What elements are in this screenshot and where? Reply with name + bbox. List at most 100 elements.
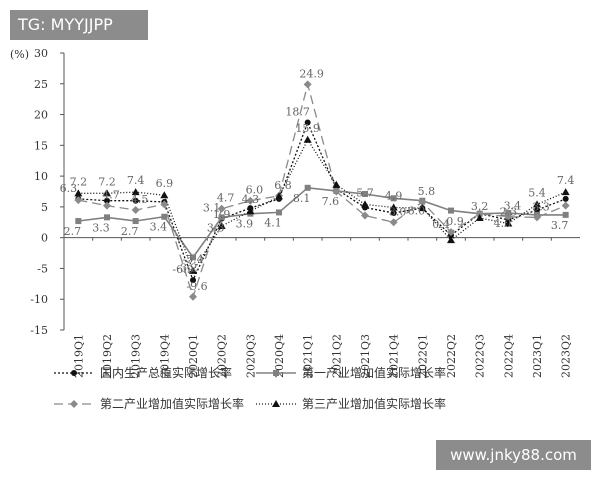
y-tick-label: 30 (34, 47, 48, 60)
data-label: 3.7 (551, 219, 569, 232)
data-point (418, 204, 427, 212)
data-point (418, 197, 427, 206)
data-point (303, 135, 312, 143)
x-tick-label: 2022Q3 (474, 334, 487, 378)
y-tick-label: 0 (41, 232, 48, 245)
data-point (160, 200, 169, 209)
legend-marker (71, 370, 77, 376)
legend-label: 第一产业增加值实际增长率 (302, 365, 446, 380)
data-point (104, 197, 110, 204)
data-label: 1.9 (213, 208, 231, 221)
data-point (246, 196, 255, 205)
data-point (361, 211, 369, 220)
data-point (218, 214, 225, 221)
x-tick-label: 2022Q2 (445, 334, 458, 378)
x-tick-label: 2020Q3 (244, 334, 257, 378)
data-label: -5.4 (182, 253, 203, 266)
data-point (390, 195, 397, 202)
x-tick-label: 2019Q3 (130, 334, 143, 378)
data-label: 3.3 (532, 200, 550, 213)
x-tick-label: 2020Q4 (273, 334, 286, 378)
data-point (562, 195, 569, 202)
data-label: 7.6 (322, 195, 340, 208)
x-tick-label: 2020Q1 (187, 334, 200, 378)
y-tick-label: -10 (30, 293, 48, 306)
data-point (190, 254, 196, 261)
data-label: 7.4 (127, 174, 145, 187)
y-tick-label: 15 (34, 139, 48, 152)
y-tick-label: 10 (34, 170, 48, 183)
x-tick-label: 2023Q1 (531, 334, 544, 378)
data-label: -9.6 (186, 280, 207, 293)
x-tick-label: 2021Q4 (388, 334, 401, 378)
data-point (131, 188, 140, 196)
x-tick-label: 2023Q2 (560, 334, 573, 378)
data-label: 4.9 (385, 190, 403, 203)
data-point (448, 207, 454, 214)
data-label: 6.0 (408, 205, 426, 218)
data-point (475, 209, 484, 218)
y-tick-label: -15 (30, 324, 48, 337)
series-layer (74, 80, 570, 301)
data-point (160, 191, 169, 199)
data-point (389, 218, 398, 227)
legend-marker (70, 400, 78, 408)
data-label: 6.8 (274, 179, 292, 192)
data-label: 7.2 (70, 175, 88, 188)
data-point (74, 196, 83, 205)
data-label: 2.7 (121, 225, 139, 238)
data-point (562, 211, 569, 218)
x-tick-label: 2021Q3 (359, 334, 372, 378)
data-point (103, 189, 111, 197)
legend-label: 国内生产总值实际增长率 (100, 365, 232, 380)
data-label: 3.0 (389, 205, 407, 218)
data-label: 7.4 (557, 174, 575, 187)
data-label: 18.7 (285, 106, 310, 119)
data-point (533, 200, 541, 208)
data-point (390, 210, 397, 217)
data-label: 2.3 (500, 206, 518, 219)
data-point (504, 219, 513, 227)
data-point (304, 184, 311, 191)
data-point (304, 119, 311, 126)
data-point (361, 200, 369, 208)
data-label: 3.1 (203, 202, 221, 215)
x-tick-label: 2020Q2 (216, 334, 229, 378)
data-point (161, 213, 168, 220)
data-point (104, 214, 110, 221)
series-line (78, 138, 566, 273)
data-point (275, 192, 283, 200)
data-point (561, 188, 570, 196)
data-point (246, 207, 255, 215)
chart-axes: (%) -15 -10 -5 0 5 10 15 20 25 30 2019Q1 2019Q2 2019Q… (10, 47, 580, 378)
y-axis-label: (%) (10, 48, 29, 61)
data-label: 7.2 (98, 175, 116, 188)
data-point (217, 204, 226, 213)
x-tick-label: 2019Q2 (101, 334, 114, 378)
data-label: 3.3 (92, 221, 110, 234)
legend-label: 第二产业增加值实际增长率 (100, 396, 244, 411)
x-tick-label: 2022Q1 (416, 334, 429, 378)
data-point (447, 236, 455, 244)
data-label: 0.4 (432, 218, 450, 231)
data-point (332, 187, 341, 196)
x-tick-label: 2021Q1 (302, 334, 315, 378)
data-label: 6.0 (246, 184, 264, 197)
data-label: -3.2 (176, 261, 197, 274)
data-label: 3.9 (236, 218, 254, 231)
legend-marker (273, 370, 279, 376)
data-label: 4.7 (102, 189, 120, 202)
y-tick-label: 5 (41, 201, 48, 214)
y-tick-label: 25 (34, 78, 48, 91)
data-point (132, 218, 139, 225)
data-point (132, 197, 139, 204)
x-tick-label: 2019Q1 (72, 334, 85, 378)
data-point (75, 218, 82, 225)
data-label: 6.3 (60, 182, 78, 195)
data-label: 6.9 (156, 177, 174, 190)
data-label: -6.9 (172, 263, 193, 276)
data-label: 24.9 (299, 67, 324, 80)
data-point (131, 205, 140, 214)
watermark-bottom: www.jnky88.com (436, 440, 591, 470)
